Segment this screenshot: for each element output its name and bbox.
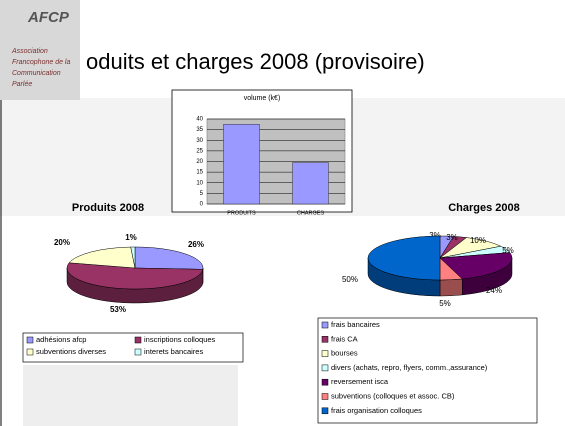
legend-swatch [321, 393, 329, 400]
logo-line: Parlée [12, 81, 32, 88]
data-label: 50% [342, 275, 358, 284]
legend-swatch [134, 348, 142, 356]
data-label: 24% [486, 286, 502, 295]
legend-swatch [26, 348, 34, 356]
y-tick-label: 20 [196, 159, 203, 165]
logo-line: Association [11, 48, 48, 55]
data-label: 26% [188, 240, 204, 249]
legend-label: divers (achats, repro, flyers, comm.,ass… [331, 363, 488, 372]
legend-box [22, 332, 244, 363]
y-tick-label: 15 [196, 170, 203, 176]
legend-swatch [321, 336, 329, 343]
pie-slice [439, 252, 513, 280]
logo-name: AFCP [27, 9, 70, 26]
y-tick-label: 5 [200, 191, 204, 197]
data-label: 3% [446, 233, 458, 242]
legend-swatch [321, 321, 329, 329]
y-tick-label: 35 [196, 127, 203, 133]
pie-slice [66, 262, 204, 290]
data-label: 10% [470, 236, 486, 245]
pie-slice [367, 235, 441, 281]
y-tick-label: 40 [196, 117, 203, 123]
logo-line: Communication [12, 70, 61, 77]
legend-swatch [26, 336, 34, 344]
data-label: 53% [110, 305, 126, 314]
pie-side [439, 278, 463, 297]
legend-swatch [134, 336, 142, 344]
bar [223, 124, 260, 205]
slide-title: oduits et charges 2008 (provisoire) [86, 49, 425, 74]
data-label: 20% [54, 238, 70, 247]
chart-title: Charges 2008 [448, 202, 520, 214]
legend-label: inscriptions colloques [144, 335, 216, 344]
data-label: 3% [429, 231, 441, 240]
legend-box [317, 317, 538, 424]
pie-slice [68, 246, 136, 269]
legend-label: bourses [331, 349, 358, 358]
legend-label: interets bancaires [144, 347, 203, 356]
logo-box [0, 0, 80, 100]
pie-slice [134, 246, 204, 270]
chart-title: Produits 2008 [72, 202, 144, 214]
y-tick-label: 25 [196, 148, 203, 154]
y-tick-label: 10 [196, 180, 203, 186]
bar [292, 162, 329, 205]
legend-label: frais bancaires [331, 320, 380, 329]
legend-label: frais CA [331, 334, 358, 343]
logo-line: Francophone de la [12, 59, 70, 66]
legend-swatch [321, 364, 329, 372]
x-tick-label: PRODUITS [227, 210, 256, 216]
y-tick-label: 0 [200, 202, 204, 208]
legend-label: frais organisation colloques [331, 406, 422, 415]
data-label: 1% [125, 233, 137, 242]
legend-swatch [321, 378, 329, 386]
y-tick-label: 30 [196, 138, 203, 144]
legend-swatch [321, 407, 329, 415]
panel [23, 365, 238, 426]
data-label: 5% [439, 299, 451, 308]
legend-label: subventions (colloques et assoc. CB) [331, 391, 455, 400]
legend-swatch [321, 350, 329, 357]
legend-label: reversement isca [331, 377, 389, 386]
legend-label: subventions diverses [36, 347, 106, 356]
chart-title: volume (k€) [244, 95, 281, 102]
x-tick-label: CHARGES [297, 210, 325, 216]
data-label: 5% [502, 246, 514, 255]
legend-label: adhésions afcp [36, 335, 86, 344]
pie-slice [130, 246, 136, 269]
